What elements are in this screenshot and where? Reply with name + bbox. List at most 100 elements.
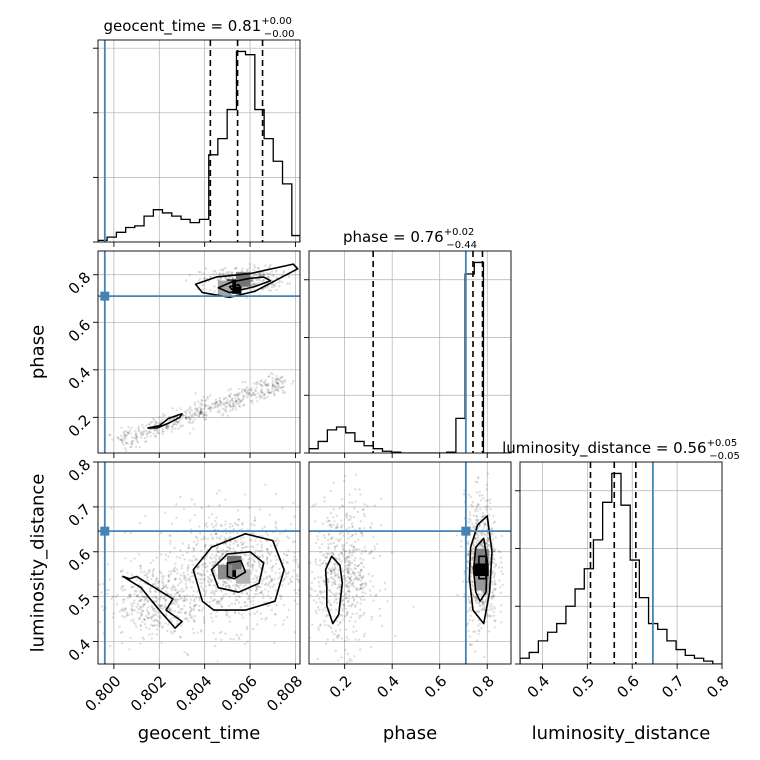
sample-point (151, 624, 155, 627)
sample-point (476, 519, 479, 522)
sample-point (327, 546, 330, 549)
sample-point (228, 595, 231, 598)
sample-point (492, 550, 496, 553)
sample-point (129, 445, 132, 448)
sample-point (203, 399, 206, 402)
sample-point (110, 597, 113, 601)
sample-point (200, 574, 203, 577)
sample-point (468, 643, 472, 647)
sample-point (206, 395, 209, 399)
sample-point (324, 555, 327, 559)
sample-point (185, 617, 189, 621)
sample-point (362, 613, 365, 616)
sample-point (172, 568, 175, 571)
sample-point (193, 401, 197, 404)
sample-point (483, 523, 486, 526)
sample-point (272, 583, 276, 586)
sample-point (125, 433, 129, 437)
sample-point (155, 429, 158, 432)
sample-point (342, 574, 345, 578)
xtick-label-luminosity_distance: 0.4 (524, 672, 554, 702)
sample-point (111, 595, 114, 598)
sample-point (312, 504, 315, 507)
sample-point (230, 397, 234, 400)
sample-point (267, 574, 271, 578)
sample-point (492, 614, 496, 618)
sample-point (338, 558, 341, 561)
sample-point (355, 548, 358, 552)
sample-point (143, 436, 147, 440)
sample-point (213, 401, 217, 405)
sample-point (340, 525, 343, 529)
sample-point (213, 593, 216, 596)
sample-point (121, 630, 124, 634)
sample-point (251, 279, 255, 283)
sample-point (116, 593, 119, 597)
sample-point (175, 409, 178, 412)
sample-point (262, 287, 265, 291)
sample-point (342, 548, 345, 552)
sample-point (152, 567, 156, 571)
sample-point (494, 563, 498, 566)
sample-point (335, 608, 338, 611)
sample-point (137, 430, 140, 433)
sample-point (346, 611, 349, 614)
sample-point (206, 580, 210, 583)
sample-point (333, 546, 337, 549)
sample-point (191, 574, 195, 578)
sample-point (481, 600, 484, 604)
title-plus: +0.05 (707, 438, 738, 449)
sample-point (262, 394, 266, 397)
sample-point (228, 547, 232, 551)
sample-point (146, 600, 150, 604)
sample-point (358, 527, 361, 530)
sample-point (237, 387, 240, 391)
sample-point (341, 505, 344, 508)
sample-point (150, 616, 153, 619)
sample-point (227, 537, 230, 540)
ytick-label-phase: 0.8 (65, 268, 95, 298)
sample-point (336, 572, 340, 576)
sample-point (119, 569, 123, 573)
sample-point (257, 266, 260, 270)
sample-point (348, 552, 351, 555)
sample-point (259, 390, 263, 394)
sample-point (220, 599, 223, 602)
sample-point (316, 535, 319, 538)
sample-point (354, 473, 358, 476)
sample-point (206, 548, 209, 551)
sample-point (328, 625, 332, 628)
sample-point (139, 579, 142, 583)
sample-point (157, 615, 160, 618)
sample-point (251, 558, 255, 561)
sample-point (348, 659, 351, 662)
sample-point (185, 587, 188, 590)
sample-point (221, 548, 225, 552)
sample-point (259, 279, 262, 282)
sample-point (214, 532, 218, 536)
sample-point (162, 430, 165, 433)
sample-point (330, 627, 333, 630)
sample-point (479, 543, 482, 547)
sample-point (192, 604, 196, 608)
sample-point (487, 538, 490, 542)
sample-point (162, 586, 166, 589)
sample-point (321, 590, 324, 594)
sample-point (352, 598, 356, 601)
sample-point (178, 418, 181, 422)
sample-point (273, 384, 277, 388)
sample-point (263, 601, 266, 604)
sample-point (235, 399, 239, 403)
sample-point (238, 399, 241, 402)
sample-point (321, 596, 325, 599)
sample-point (282, 623, 285, 626)
sample-point (246, 268, 250, 271)
sample-point (129, 593, 132, 597)
hist-title-luminosity_distance: luminosity_distance = 0.56+0.05 −0.05 (502, 438, 740, 462)
sample-point (126, 442, 130, 445)
sample-point (204, 543, 208, 546)
sample-point (235, 633, 239, 637)
sample-point (132, 601, 136, 605)
sample-point (354, 556, 357, 560)
sample-point (225, 271, 229, 274)
